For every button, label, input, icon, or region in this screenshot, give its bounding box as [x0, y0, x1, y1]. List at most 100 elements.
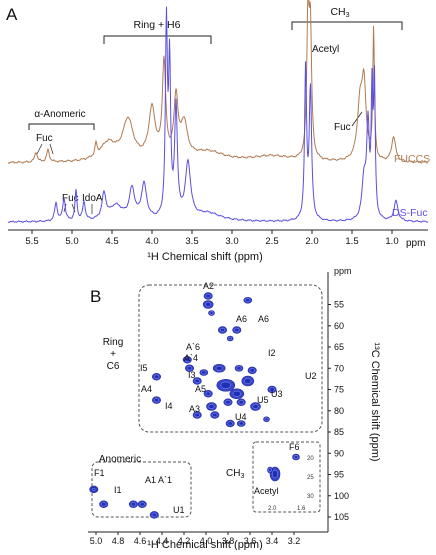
cross-peak-contour — [208, 310, 215, 316]
cross-peak-u3 — [236, 398, 246, 406]
panel-a-x-label: ¹H Chemical shift (ppm) — [147, 251, 263, 263]
peak-label: I1 — [114, 485, 122, 495]
peak-label: Acetyl — [254, 486, 279, 496]
cross-peak-f6-inner — [293, 455, 299, 459]
inset-x-tick-1-6: 1.6 — [297, 506, 306, 512]
panel-b-y-ticks: 55 60 65 70 75 80 85 90 95 100 105 — [328, 300, 349, 522]
peak-label: F6 — [289, 442, 300, 452]
ring-c6-region-box — [138, 284, 323, 433]
cross-peak-u3-inner — [238, 400, 244, 405]
fuc-annotation-right-pointer — [351, 111, 363, 127]
cross-peak-a2 — [203, 292, 213, 300]
cross-peak-contour-inner — [201, 370, 207, 375]
peak-label: A5 — [195, 384, 206, 394]
cross-peak-f1-dot — [91, 486, 97, 492]
cross-peak-u2 — [267, 385, 277, 394]
panel-b-x-tick-label: 4.8 — [112, 536, 125, 546]
panel-b-x-tick-label: 4.0 — [200, 536, 213, 546]
acetyl-annotation: Acetyl — [312, 44, 339, 55]
cross-peak-ap1 — [137, 500, 147, 508]
cross-peak-contour-inner — [244, 378, 252, 384]
cross-peak-a2-inner — [205, 293, 211, 299]
cross-peak-contour — [206, 402, 217, 411]
ring-h6-label: Ring + H6 — [134, 19, 181, 31]
cross-peak-a4-inner — [153, 398, 160, 403]
peak-label: U5 — [257, 395, 269, 405]
peak-label: A4 — [141, 384, 152, 394]
inset-y-tick-20: 20 — [307, 456, 314, 462]
peak-label: A`1 — [158, 475, 172, 485]
cross-peak-i1-inner — [101, 502, 107, 507]
cross-peak-contour — [226, 335, 234, 342]
alpha-anomeric-bracket — [28, 123, 95, 130]
peak-label: A`4 — [184, 353, 198, 363]
cross-peak-contour-inner — [238, 421, 244, 426]
peak-label: I2 — [268, 348, 276, 358]
spectrum-fuccs — [7, 0, 429, 164]
cross-peak-contour-inner — [228, 336, 233, 341]
cross-peak-u1-inner — [151, 512, 157, 517]
peak-label: F1 — [94, 468, 105, 478]
panel-b-y-tick-label: 100 — [334, 491, 349, 501]
cross-peak-ap1-inner — [139, 502, 145, 507]
cross-peak-acetyl-shoulder-inner — [268, 468, 272, 472]
cross-peak-contour-inner — [252, 404, 259, 409]
cross-peak-acetyl-shoulder — [267, 466, 273, 474]
idoa-annotation: IdoA — [82, 193, 103, 204]
panel-a-letter: A — [6, 5, 18, 24]
ch3-bracket-label: CH3 — [330, 6, 349, 19]
panel-b-y-tick-label: 90 — [334, 448, 344, 458]
panel-b-x-tick-label: 3.6 — [244, 536, 257, 546]
cross-peak-a6 — [218, 326, 228, 334]
cross-peak-contour — [202, 300, 214, 309]
cross-peak-u4-inner — [227, 421, 233, 426]
cross-peak-a6 — [232, 326, 242, 334]
panel-a-x-tick-label: 3.5 — [185, 236, 198, 247]
cross-peak-contour — [241, 375, 255, 387]
cross-peak-a5 — [203, 390, 213, 398]
peak-label: A6 — [258, 314, 269, 324]
ch3-bracket — [291, 21, 403, 30]
cross-peak-u1 — [149, 511, 159, 519]
spectrum-ds-fuc — [7, 6, 429, 224]
cross-peak-contour-inner — [209, 311, 214, 315]
peak-label: I4 — [165, 401, 173, 411]
fuc-annotation-bottom: Fuc — [62, 193, 79, 204]
cross-peak-a1 — [128, 500, 138, 508]
cross-peak-a5-inner — [205, 391, 211, 396]
panel-a-x-tick-label: 4.0 — [145, 236, 158, 247]
panel-b-y-tick-label: 55 — [334, 300, 344, 310]
cross-peak-contour — [229, 388, 245, 400]
panel-a-x-tick-label: 2.0 — [305, 236, 318, 247]
cross-peak-u4 — [225, 419, 235, 428]
panel-b-x-tick-label: 3.8 — [222, 536, 235, 546]
panel-b-y-tick-label: 80 — [334, 406, 344, 416]
peak-label: A1 — [145, 475, 156, 485]
cross-peak-u2-inner — [269, 387, 275, 392]
cross-peak-u5-inner — [225, 400, 231, 405]
hsqc-cross-peaks — [89, 292, 300, 519]
inset-x-tick-2-0: 2.0 — [268, 506, 277, 512]
peak-label: A2 — [203, 281, 214, 291]
panel-b-x-tick-label: 4.6 — [134, 536, 147, 546]
fuc-annotation-left: Fuc — [36, 133, 53, 144]
peak-label: U4 — [235, 412, 247, 422]
cross-peak-i2-inner — [249, 368, 255, 373]
panel-a-x-tick-label: 5.5 — [25, 236, 38, 247]
cross-peak-a6-inner — [234, 327, 240, 333]
panel-b-y-unit: ppm — [334, 266, 352, 276]
plus-region-label: + — [110, 349, 116, 360]
peak-label: A`6 — [186, 342, 200, 352]
cross-peak-contour — [250, 402, 261, 411]
cross-peak-a4 — [152, 396, 162, 404]
panel-a-x-tick-label: 2.5 — [265, 236, 278, 247]
cross-peak-contour — [234, 364, 244, 372]
cross-peak-ap4 — [185, 364, 195, 372]
cross-peak-a3 — [210, 411, 220, 419]
cross-peak-contour-inner — [264, 417, 269, 421]
cross-peak-i2 — [247, 366, 257, 375]
panel-b-x-tick-label: 4.2 — [178, 536, 191, 546]
inset-y-tick-30: 30 — [307, 494, 314, 500]
